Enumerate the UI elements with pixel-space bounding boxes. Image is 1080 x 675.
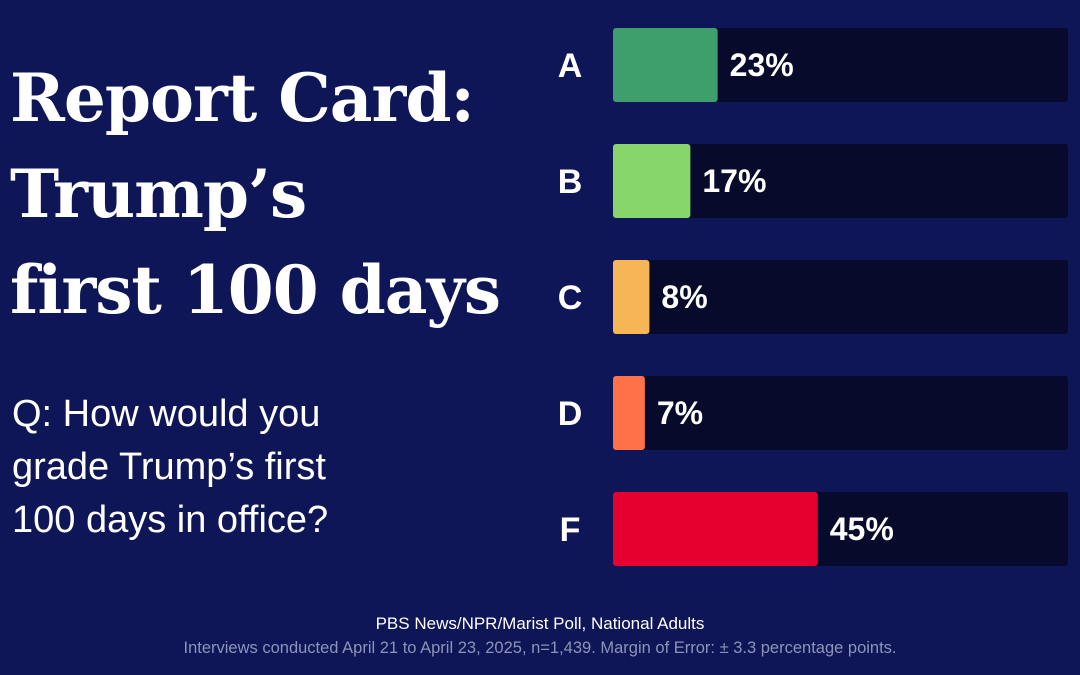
source-line: PBS News/NPR/Marist Poll, National Adult… bbox=[375, 614, 705, 633]
grade-bar-chart: A 23% B 17% C 8% D 7% F 45% bbox=[558, 28, 1068, 566]
bar-track-c bbox=[613, 260, 1068, 334]
bar-track-b bbox=[613, 144, 1068, 218]
bar-f bbox=[613, 492, 818, 566]
bar-c bbox=[613, 260, 650, 334]
bar-d bbox=[613, 376, 645, 450]
grade-label-c: C bbox=[558, 279, 583, 317]
bar-track-d bbox=[613, 376, 1068, 450]
methodology-note: Interviews conducted April 21 to April 2… bbox=[183, 639, 897, 657]
question-line: Q: How would you bbox=[12, 393, 321, 435]
value-label-b: 17% bbox=[702, 163, 766, 199]
question-line: grade Trump’s first bbox=[12, 446, 326, 488]
grade-label-f: F bbox=[560, 511, 581, 549]
question-line: 100 days in office? bbox=[12, 499, 329, 541]
bar-track-a bbox=[613, 28, 1068, 102]
bar-b bbox=[613, 144, 691, 218]
bar-a bbox=[613, 28, 718, 102]
title-line: Report Card: bbox=[10, 59, 475, 137]
value-label-a: 23% bbox=[730, 47, 794, 83]
grade-label-d: D bbox=[558, 395, 583, 433]
poll-question: Q: How would you grade Trump’s first 100… bbox=[12, 388, 432, 547]
grade-label-b: B bbox=[558, 163, 583, 201]
value-label-f: 45% bbox=[830, 511, 894, 547]
page-title: Report Card: Trump’s first 100 days bbox=[10, 50, 501, 338]
title-line: first 100 days bbox=[10, 251, 501, 329]
value-label-d: 7% bbox=[657, 395, 703, 431]
grade-label-a: A bbox=[558, 47, 583, 85]
value-label-c: 8% bbox=[661, 279, 707, 315]
title-line: Trump’s bbox=[10, 155, 307, 233]
